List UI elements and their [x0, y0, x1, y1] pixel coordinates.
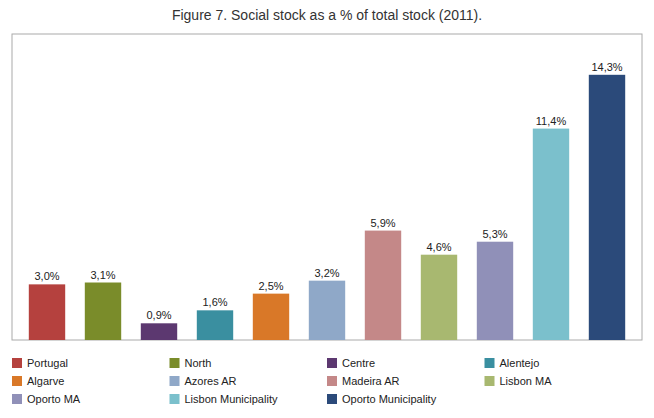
legend-label: Lisbon MA: [500, 375, 553, 387]
legend-swatch: [170, 358, 180, 368]
bar: [365, 231, 401, 340]
legend-item: Lisbon Municipality: [170, 393, 278, 405]
bar: [85, 283, 121, 340]
bar: [421, 255, 457, 340]
legend-item: North: [170, 357, 212, 369]
legend-swatch: [12, 394, 22, 404]
title: Figure 7. Social stock as a % of total s…: [172, 7, 482, 23]
legend-swatch: [485, 376, 495, 386]
legend-item: Oporto MA: [12, 393, 81, 405]
legend-item: Lisbon MA: [485, 375, 553, 387]
legend-label: Oporto Municipality: [342, 393, 437, 405]
legend-label: Azores AR: [185, 375, 237, 387]
bars: [29, 75, 625, 340]
legend-swatch: [170, 376, 180, 386]
bar: [141, 323, 177, 340]
legend-swatch: [12, 358, 22, 368]
legend-swatch: [12, 376, 22, 386]
legend-swatch: [485, 358, 495, 368]
data-label: 4,6%: [426, 241, 451, 253]
legend-item: Centre: [327, 357, 375, 369]
legend-swatch: [170, 394, 180, 404]
legend-swatch: [327, 394, 337, 404]
chart: Figure 7. Social stock as a % of total s…: [0, 0, 654, 418]
data-label: 14,3%: [591, 61, 622, 73]
legend-item: Portugal: [12, 357, 68, 369]
legend-item: Oporto Municipality: [327, 393, 437, 405]
data-label: 5,9%: [370, 217, 395, 229]
legend-label: North: [185, 357, 212, 369]
bar: [477, 242, 513, 340]
data-label: 3,1%: [90, 269, 115, 281]
legend-label: Centre: [342, 357, 375, 369]
legend-label: Algarve: [27, 375, 64, 387]
data-label: 1,6%: [202, 296, 227, 308]
plot: 3,0% 3,1% 0,9% 1,6% 2,5% 3,2% 5,9% 4,6% 5,3% 11,4…: [12, 34, 642, 340]
bar: [29, 284, 65, 340]
bar: [197, 310, 233, 340]
legend-item: Alentejo: [485, 357, 540, 369]
data-label: 3,2%: [314, 267, 339, 279]
legend-item: Azores AR: [170, 375, 237, 387]
data-label: 3,0%: [34, 270, 59, 282]
data-label: 5,3%: [482, 228, 507, 240]
legend-item: Madeira AR: [327, 375, 400, 387]
data-labels: 3,0% 3,1% 0,9% 1,6% 2,5% 3,2% 5,9% 4,6% 5,3% 11,4…: [34, 61, 622, 322]
data-label: 2,5%: [258, 280, 283, 292]
plot-frame: [12, 34, 642, 340]
legend-label: Madeira AR: [342, 375, 400, 387]
bar: [309, 281, 345, 340]
data-label: 11,4%: [536, 115, 567, 127]
legend: Portugal North Centre Alentejo Algarve Azores…: [12, 357, 552, 405]
data-label: 0,9%: [146, 309, 171, 321]
legend-item: Algarve: [12, 375, 64, 387]
bar: [253, 294, 289, 340]
legend-label: Alentejo: [500, 357, 540, 369]
bar: [589, 75, 625, 340]
legend-label: Portugal: [27, 357, 68, 369]
bar: [533, 129, 569, 340]
legend-swatch: [327, 376, 337, 386]
legend-swatch: [327, 358, 337, 368]
legend-label: Oporto MA: [27, 393, 81, 405]
legend-label: Lisbon Municipality: [185, 393, 278, 405]
